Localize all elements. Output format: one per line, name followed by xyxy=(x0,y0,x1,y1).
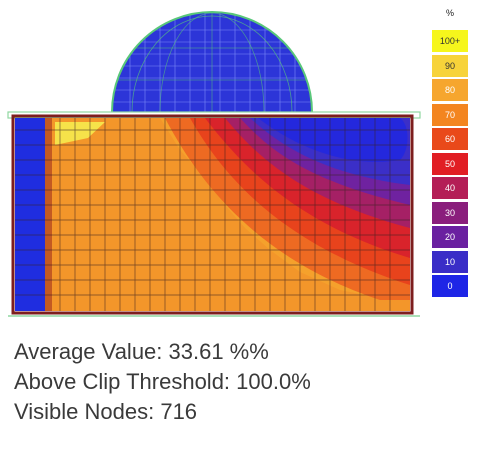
legend-swatch: 50 xyxy=(432,152,468,175)
legend-swatch: 30 xyxy=(432,201,468,224)
room-heatmap xyxy=(8,114,420,317)
legend-swatch: 90 xyxy=(432,54,468,77)
visible-nodes-text: Visible Nodes: 716 xyxy=(14,399,198,424)
legend-swatch: 40 xyxy=(432,177,468,199)
legend-swatch: 70 xyxy=(432,103,468,126)
legend-swatch: 60 xyxy=(432,128,468,150)
stats-panel: Average Value: 33.61 %% Above Clip Thres… xyxy=(14,337,311,427)
daylight-heatmap-view xyxy=(7,11,421,317)
legend-swatch: 20 xyxy=(432,226,468,248)
skylight-dome xyxy=(111,11,313,113)
legend-swatch: 0 xyxy=(432,275,468,297)
legend-swatch: 80 xyxy=(432,79,468,101)
average-value-text: Average Value: 33.61 %% xyxy=(14,339,269,364)
above-clip-threshold-text: Above Clip Threshold: 100.0% xyxy=(14,369,311,394)
legend-swatch: 100+ xyxy=(432,30,468,52)
legend-unit-label: % xyxy=(445,8,454,18)
legend-swatch: 10 xyxy=(432,250,468,273)
